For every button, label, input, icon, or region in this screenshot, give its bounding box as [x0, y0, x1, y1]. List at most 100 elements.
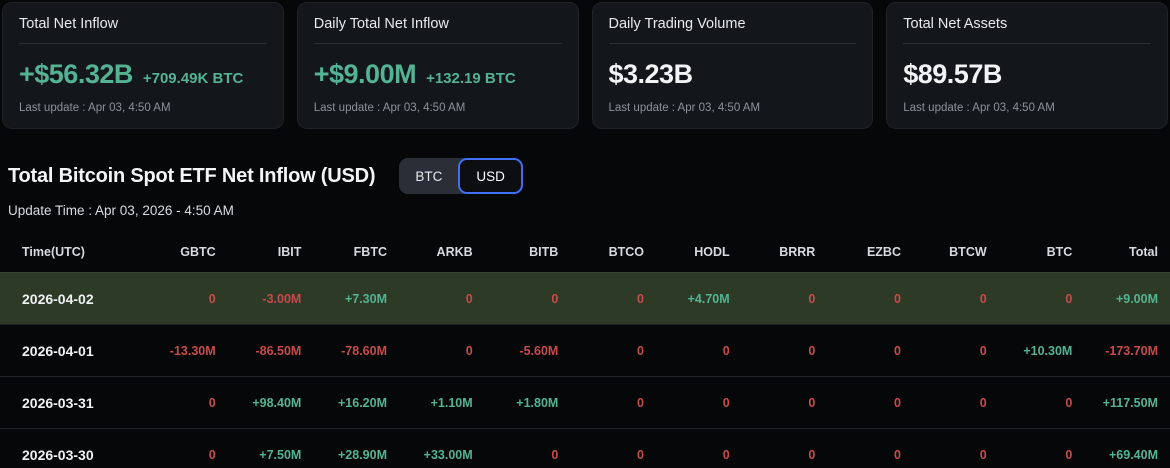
card-value-row: $3.23B — [609, 59, 857, 90]
card-value: +$56.32B — [19, 59, 133, 89]
inflow-value: +10.30M — [1023, 343, 1073, 358]
card-total-net-inflow: Total Net Inflow +$56.32B +709.49K BTC L… — [2, 2, 284, 129]
table-row: 2026-04-02 0 -3.00M +7.30M 0 0 0 +4.70M 0 0 0 0 +9.0… — [0, 272, 1170, 324]
inflow-value: 0 — [808, 291, 816, 306]
inflow-value: +1.80M — [516, 395, 559, 410]
column-header-ibit: IBIT — [277, 244, 302, 259]
inflow-value: 0 — [894, 447, 901, 462]
column-header-time-utc-: Time(UTC) — [22, 244, 85, 259]
column-header-btcw: BTCW — [949, 244, 987, 259]
card-last-update: Last update : Apr 03, 4:50 AM — [903, 102, 1055, 114]
card-title: Daily Total Net Inflow — [313, 16, 562, 44]
inflow-value: -173.70M — [1105, 343, 1158, 358]
card-daily-trading-volume: Daily Trading Volume $3.23B Last update … — [591, 2, 874, 129]
card-last-update: Last update : Apr 03, 4:50 AM — [19, 102, 171, 114]
currency-toggle: BTC USD — [399, 158, 523, 194]
inflow-value: -3.00M — [262, 291, 302, 306]
row-date: 2026-04-02 — [22, 290, 94, 307]
inflow-value: 0 — [894, 395, 901, 410]
inflow-value: 0 — [1065, 291, 1073, 306]
inflow-value: 0 — [979, 447, 987, 462]
inflow-value: +16.20M — [337, 395, 387, 410]
card-value: $3.23B — [608, 59, 694, 89]
inflow-value: -5.60M — [519, 343, 559, 358]
inflow-value: 0 — [551, 291, 559, 306]
update-time-label: Update Time : Apr 03, 2026 - 4:50 AM — [8, 203, 234, 218]
etf-table-body: 2026-04-02 0 -3.00M +7.30M 0 0 0 +4.70M 0 0 0 0 +9.0… — [0, 272, 1170, 468]
card-title: Total Net Assets — [903, 16, 1151, 44]
column-header-hodl: HODL — [694, 244, 730, 259]
row-date: 2026-03-30 — [22, 446, 94, 463]
row-date: 2026-04-01 — [22, 342, 94, 359]
card-title: Total Net Inflow — [19, 16, 267, 44]
inflow-value: 0 — [1065, 395, 1073, 410]
toggle-usd-button[interactable]: USD — [458, 158, 523, 194]
table-row: 2026-03-31 0 +98.40M +16.20M +1.10M +1.80M 0 0 0… — [0, 376, 1170, 428]
inflow-value: 0 — [637, 343, 644, 358]
column-header-btco: BTCO — [608, 244, 644, 259]
inflow-value: +98.40M — [252, 395, 302, 410]
table-row: 2026-03-30 0 +7.50M +28.90M +33.00M 0 0 0 0 0 0 0 +6… — [0, 428, 1170, 468]
inflow-value: +1.10M — [430, 395, 473, 410]
inflow-value: 0 — [637, 291, 644, 306]
card-total-net-assets: Total Net Assets $89.57B Last update : A… — [886, 2, 1168, 129]
inflow-value: 0 — [808, 447, 816, 462]
column-header-gbtc: GBTC — [180, 244, 216, 259]
section-header: Total Bitcoin Spot ETF Net Inflow (USD) … — [0, 158, 1170, 194]
inflow-value: +117.50M — [1102, 395, 1158, 410]
etf-inflow-table: Time(UTC) GBTC IBIT FBTC ARKB BITB BTCO HODL BRR… — [0, 231, 1170, 468]
card-value: +$9.00M — [313, 59, 417, 89]
inflow-value: -13.30M — [169, 343, 216, 358]
stat-cards-row: Total Net Inflow +$56.32B +709.49K BTC L… — [0, 0, 1170, 129]
inflow-value: 0 — [465, 343, 473, 358]
inflow-value: 0 — [1065, 447, 1073, 462]
inflow-value: 0 — [208, 447, 216, 462]
inflow-value: +69.40M — [1108, 447, 1158, 462]
row-date: 2026-03-31 — [22, 394, 94, 411]
inflow-value: -78.60M — [341, 343, 387, 358]
card-title: Daily Trading Volume — [608, 16, 857, 44]
inflow-value: 0 — [979, 291, 987, 306]
inflow-value: +7.30M — [344, 291, 387, 306]
column-header-fbtc: FBTC — [353, 244, 387, 259]
card-value-row: +$56.32B +709.49K BTC — [19, 59, 267, 90]
card-value-row: $89.57B — [903, 59, 1151, 90]
card-value: $89.57B — [903, 59, 1002, 89]
column-header-bitb: BITB — [529, 244, 559, 259]
card-daily-total-net-inflow: Daily Total Net Inflow +$9.00M +132.19 B… — [296, 2, 579, 129]
inflow-value: 0 — [722, 343, 730, 358]
section-title: Total Bitcoin Spot ETF Net Inflow (USD) — [8, 164, 376, 187]
inflow-value: +7.50M — [259, 447, 302, 462]
column-header-ezbc: EZBC — [866, 244, 901, 259]
inflow-value: 0 — [465, 291, 473, 306]
table-row: 2026-04-01 -13.30M -86.50M -78.60M 0 -5.60M 0 0… — [0, 324, 1170, 376]
toggle-btc-button[interactable]: BTC — [399, 158, 458, 194]
inflow-value: 0 — [551, 447, 559, 462]
column-header-btc: BTC — [1046, 244, 1073, 259]
inflow-value: 0 — [208, 291, 216, 306]
inflow-value: 0 — [894, 343, 901, 358]
column-header-total: Total — [1129, 244, 1158, 259]
inflow-value: 0 — [637, 395, 644, 410]
inflow-value: +33.00M — [423, 447, 473, 462]
inflow-value: 0 — [722, 395, 730, 410]
card-btc-value: +132.19 BTC — [426, 70, 516, 87]
inflow-value: +4.70M — [687, 291, 730, 306]
inflow-value: 0 — [979, 395, 987, 410]
column-header-arkb: ARKB — [436, 244, 473, 259]
card-last-update: Last update : Apr 03, 4:50 AM — [313, 102, 466, 114]
inflow-value: 0 — [894, 291, 901, 306]
card-btc-value: +709.49K BTC — [142, 70, 244, 87]
inflow-value: 0 — [979, 343, 987, 358]
inflow-value: +9.00M — [1115, 291, 1158, 306]
inflow-value: 0 — [808, 395, 816, 410]
card-value-row: +$9.00M +132.19 BTC — [314, 59, 562, 90]
card-last-update: Last update : Apr 03, 4:50 AM — [608, 102, 761, 114]
column-header-brrr: BRRR — [779, 244, 816, 259]
inflow-value: 0 — [808, 343, 816, 358]
inflow-value: +28.90M — [337, 447, 387, 462]
inflow-value: 0 — [208, 395, 216, 410]
inflow-value: 0 — [637, 447, 644, 462]
inflow-value: 0 — [722, 447, 730, 462]
inflow-value: -86.50M — [255, 343, 302, 358]
